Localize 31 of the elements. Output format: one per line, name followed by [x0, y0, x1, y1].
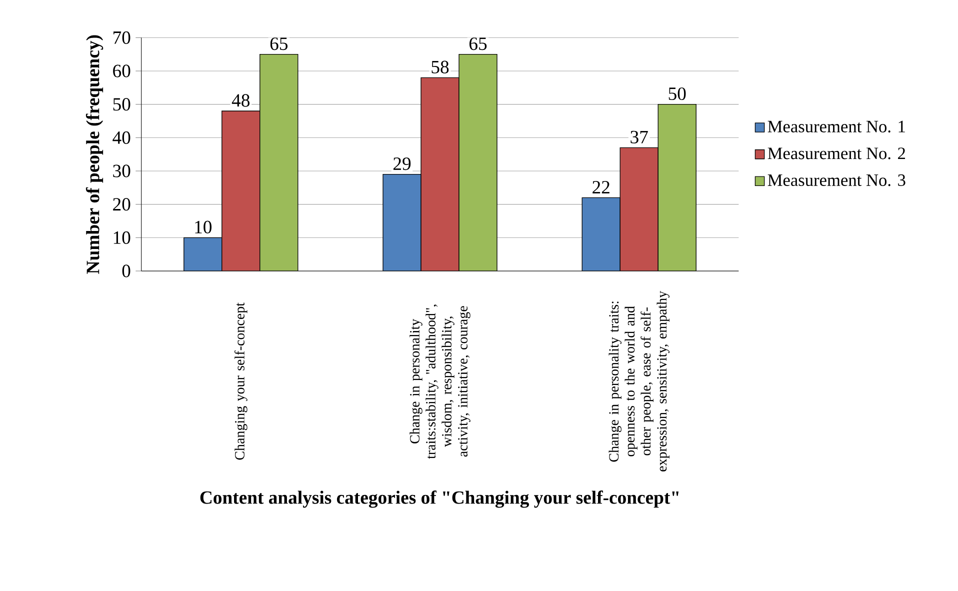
bar — [658, 104, 696, 271]
legend-label: Measurement No. 2 — [768, 148, 905, 160]
x-axis-title: Content analysis categories of "Changing your self-concept" — [200, 490, 678, 508]
y-tick-label: 70 — [114, 31, 130, 44]
bar — [620, 147, 658, 271]
data-label: 10 — [195, 220, 212, 234]
y-tick-label: 10 — [114, 231, 130, 244]
bar — [222, 110, 260, 271]
y-axis-title: Number of people (frequency) — [86, 35, 104, 274]
x-tick-label: Change in personality traits:stability, "adulthood", wisdom, responsibility, activity, initiative, courage — [410, 304, 470, 459]
data-label: 65 — [469, 38, 487, 50]
y-tick-label: 30 — [113, 164, 130, 178]
y-tick-label: 60 — [113, 64, 130, 78]
legend-label: Measurement No. 3 — [768, 174, 906, 186]
x-tick-label: Change in personality traits: openness to the world and other people, ease of self-expression, sensitivity, empathy — [608, 290, 670, 472]
data-label: 50 — [668, 87, 686, 100]
y-tick-label: 40 — [112, 131, 130, 144]
y-tick-label: 50 — [113, 98, 130, 111]
data-label: 37 — [630, 130, 648, 144]
bar — [420, 77, 460, 271]
data-label: 29 — [393, 158, 411, 170]
bar — [260, 54, 298, 271]
y-tick-label: 20 — [113, 198, 130, 211]
data-label: 48 — [232, 94, 250, 107]
y-tick-label: 0 — [122, 264, 130, 278]
x-tick-label: Changing your self-concept — [234, 302, 248, 460]
data-label: 58 — [432, 60, 449, 74]
data-label: 22 — [592, 181, 610, 194]
legend-label: Measurement No. 1 — [768, 120, 905, 132]
bar — [458, 54, 498, 271]
data-label: 65 — [270, 38, 288, 50]
